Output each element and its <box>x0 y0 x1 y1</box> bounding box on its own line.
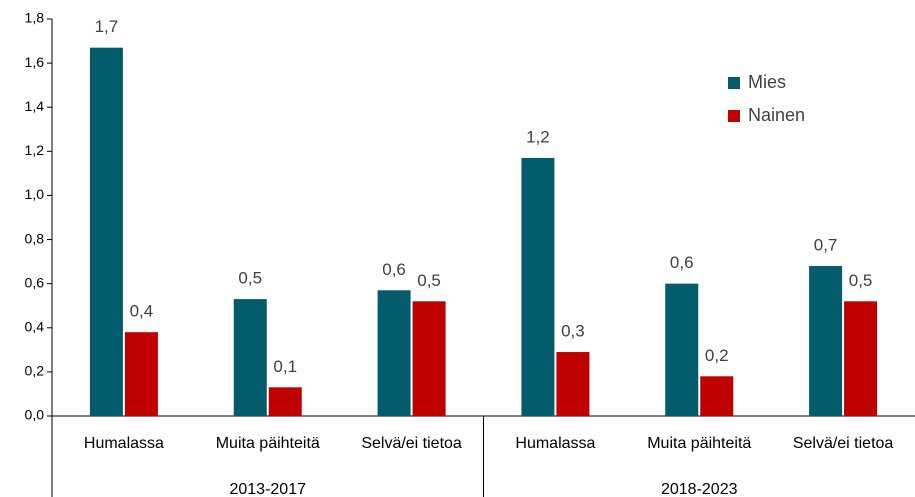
y-tick-label: 1,2 <box>25 142 45 158</box>
group-label: 2013-2017 <box>229 481 306 497</box>
bar <box>377 290 411 416</box>
legend-label: Nainen <box>748 105 805 125</box>
y-tick-label: 0,0 <box>25 407 45 423</box>
value-label: 1,7 <box>95 17 119 36</box>
x-tick-label: Muita päihteitä <box>647 435 751 452</box>
y-tick-label: 1,6 <box>25 54 45 70</box>
value-label: 0,4 <box>130 302 154 321</box>
value-label: 0,6 <box>670 253 694 272</box>
y-tick-label: 0,8 <box>25 230 45 246</box>
bar <box>89 47 123 417</box>
bar <box>700 376 734 416</box>
bar <box>268 387 302 416</box>
value-label: 0,3 <box>561 322 585 341</box>
legend-label: Mies <box>748 72 786 92</box>
bar <box>844 301 878 416</box>
value-label: 0,6 <box>382 260 406 279</box>
y-tick-label: 1,8 <box>25 10 45 26</box>
value-label: 0,5 <box>417 271 441 290</box>
value-label: 1,2 <box>526 127 550 146</box>
legend-swatch <box>728 110 740 122</box>
x-tick-label: Selvä/ei tietoa <box>361 435 462 452</box>
x-tick-label: Humalassa <box>84 435 164 452</box>
value-label: 0,2 <box>705 346 729 365</box>
legend-swatch <box>728 77 740 89</box>
y-tick-label: 0,6 <box>25 274 45 290</box>
value-label: 0,5 <box>238 269 262 288</box>
x-tick-label: Muita päihteitä <box>216 435 320 452</box>
bar <box>233 299 267 416</box>
bar <box>521 157 555 416</box>
y-tick-label: 1,0 <box>25 186 45 202</box>
x-tick-label: Humalassa <box>515 435 595 452</box>
bar <box>412 301 446 416</box>
value-label: 0,1 <box>273 357 297 376</box>
group-label: 2018-2023 <box>661 481 738 497</box>
value-label: 0,7 <box>814 236 838 255</box>
value-label: 0,5 <box>849 271 873 290</box>
x-tick-label: Selvä/ei tietoa <box>793 435 894 452</box>
bar <box>809 266 843 416</box>
y-tick-label: 0,2 <box>25 363 45 379</box>
y-tick-label: 0,4 <box>25 318 45 334</box>
bar <box>556 352 590 416</box>
bar <box>124 332 158 416</box>
y-tick-label: 1,4 <box>25 98 45 114</box>
bar <box>665 283 699 416</box>
